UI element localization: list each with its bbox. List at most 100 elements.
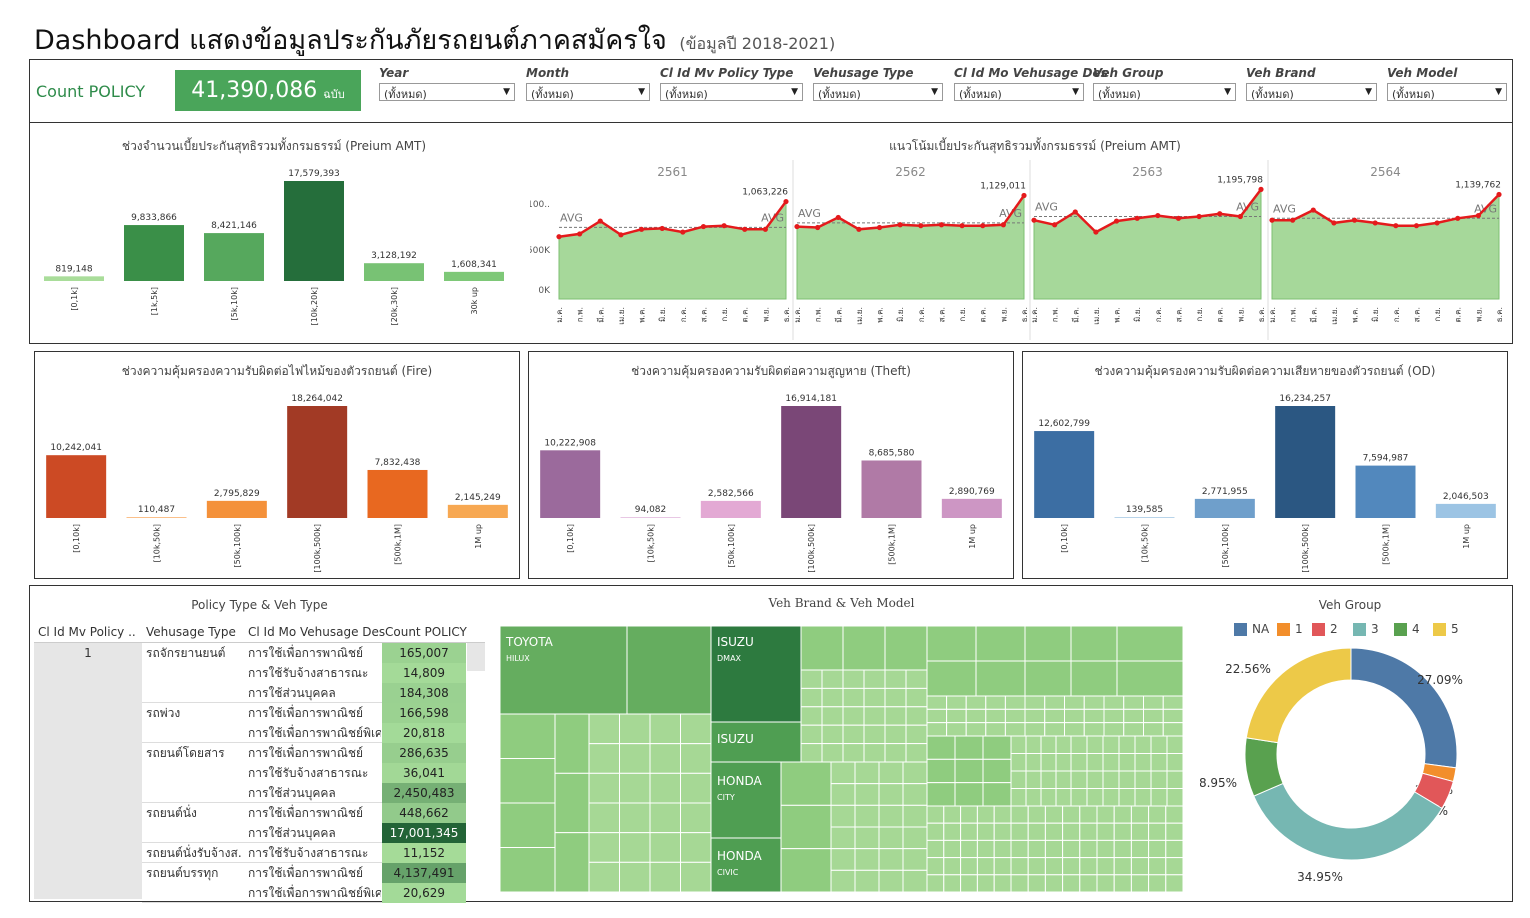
filter-value: (ทั้งหมด): [1392, 88, 1435, 101]
treemap-tile: [1162, 708, 1183, 724]
bar-3: [781, 406, 842, 518]
treemap-tile: [1024, 660, 1072, 697]
treemap-tile: [1165, 839, 1183, 859]
trend-point: [556, 234, 562, 240]
treemap-tile: [1148, 822, 1167, 841]
trend-point: [721, 223, 727, 229]
filter-value: (ทั้งหมด): [1098, 88, 1141, 101]
treemap-tile: [943, 805, 962, 824]
treemap-tile: [1162, 695, 1183, 710]
treemap-tile: [1024, 695, 1046, 710]
trend-point: [1134, 215, 1140, 221]
treemap-tile: [926, 758, 956, 784]
treemap-tile: [554, 772, 590, 834]
bar-value-label: 10,222,908: [544, 438, 596, 448]
month-label: ก.พ.: [1289, 307, 1298, 322]
trend-point: [1290, 217, 1296, 223]
treemap-tile: [1070, 660, 1118, 697]
treemap-tile: [960, 874, 978, 892]
filter-dropdown[interactable]: (ทั้งหมด) ▼: [1387, 83, 1507, 101]
panel-year-label: 2561: [657, 165, 688, 179]
treemap-tile: [926, 722, 948, 737]
filter-dropdown[interactable]: (ทั้งหมด) ▼: [954, 83, 1084, 101]
treemap-tile: [1062, 839, 1081, 859]
group-divider: [142, 742, 382, 743]
theft-panel: [528, 351, 1014, 579]
filter-label: Cl Id Mo Vehusage Des: [954, 66, 1108, 80]
vehusage-des-cell: การใช้ส่วนบุคคล: [248, 786, 336, 800]
month-label: มี.ค.: [834, 307, 843, 323]
legend-swatch: [1277, 622, 1290, 636]
trend-point: [1052, 222, 1058, 228]
treemap-tile: [1070, 735, 1088, 754]
treemap-tile: [649, 743, 681, 774]
bar-value-label: 2,582,566: [708, 489, 754, 499]
legend-label: 5: [1451, 622, 1459, 636]
category-label: [0,10k]: [566, 524, 575, 553]
treemap-model-label: HILUX: [506, 654, 530, 663]
count-policy-cell: 17,001,345: [382, 823, 466, 843]
chevron-down-icon: ▼: [1495, 87, 1502, 97]
filter-veh-model: Veh Model (ทั้งหมด) ▼: [1387, 66, 1507, 101]
treemap-tile: [863, 743, 886, 763]
month-label: เม.ย.: [855, 307, 864, 325]
trend-point: [980, 223, 986, 229]
avg-label: AVG: [798, 207, 821, 220]
treemap-tile: [1027, 822, 1046, 841]
filter-dropdown[interactable]: (ทั้งหมด) ▼: [813, 83, 943, 101]
treemap-tile: [1130, 822, 1150, 841]
vehusage-des-cell: การใช้เพื่อการพาณิชย์: [248, 806, 364, 820]
group-divider: [142, 802, 382, 803]
trend-line: [796, 194, 1026, 231]
treemap-tile: [1070, 626, 1118, 662]
trend-point: [897, 222, 903, 228]
trend-point: [1217, 211, 1223, 217]
category-label: [1k,5k]: [150, 287, 159, 315]
bar-1: [620, 517, 681, 518]
trend-area: [796, 193, 1025, 300]
treemap-tile: [878, 869, 904, 892]
treemap-brand-label: TOYOTA: [505, 635, 554, 649]
donut-slice-5: [1245, 647, 1352, 744]
bar-value-label: 8,685,580: [869, 448, 915, 458]
treemap-tile: [1044, 722, 1065, 737]
count-policy-cell: 184,308: [382, 683, 466, 703]
filter-dropdown[interactable]: (ทั้งหมด) ▼: [1093, 83, 1236, 101]
treemap-tile: [830, 761, 856, 785]
month-label: ม.ค.: [793, 307, 802, 323]
treemap-tile: [993, 839, 1012, 859]
legend-label: NA: [1252, 622, 1270, 636]
filter-dropdown[interactable]: (ทั้งหมด) ▼: [660, 83, 803, 101]
bar-value-label: 16,234,257: [1279, 394, 1331, 404]
trend-point: [1331, 220, 1337, 226]
treemap-tile: [1143, 708, 1164, 724]
treemap-tile: [946, 695, 967, 710]
treemap-tile: [1010, 788, 1027, 807]
bar-2: [206, 500, 267, 518]
month-label: ต.ค.: [979, 307, 988, 323]
treemap-tile: [1123, 695, 1144, 710]
trend-point: [1310, 207, 1316, 213]
treemap-tile: [619, 832, 651, 863]
treemap-tile: [1070, 770, 1088, 789]
filter-dropdown[interactable]: (ทั้งหมด) ▼: [526, 83, 650, 101]
treemap-tile: [905, 706, 928, 726]
filter-dropdown[interactable]: (ทั้งหมด) ▼: [379, 83, 515, 101]
month-label: ก.ย.: [1433, 307, 1442, 322]
vehusage-type-cell: รถยนต์โดยสาร: [146, 746, 225, 760]
filter-dropdown[interactable]: (ทั้งหมด) ▼: [1246, 83, 1377, 101]
vehusage-des-cell: การใช้เพื่อการพาณิชย์: [248, 746, 364, 760]
trend-point: [1021, 192, 1027, 199]
treemap-tile: [1143, 722, 1164, 737]
veh-group-donut: 27.09%2.10%4.37%34.95%8.95%22.56%: [1200, 647, 1463, 884]
max-value-label: 1,139,762: [1455, 181, 1501, 191]
treemap-tile: [902, 761, 928, 785]
table-header-cell: Cl Id Mo Vehusage Des: [248, 625, 386, 639]
bar-1: [126, 517, 187, 518]
treemap-tile: [943, 874, 962, 892]
treemap-tile: [993, 822, 1012, 841]
trend-point: [938, 222, 945, 228]
treemap-tile: [1010, 753, 1027, 772]
trend-point: [1113, 218, 1120, 224]
bar-4: [364, 263, 424, 281]
